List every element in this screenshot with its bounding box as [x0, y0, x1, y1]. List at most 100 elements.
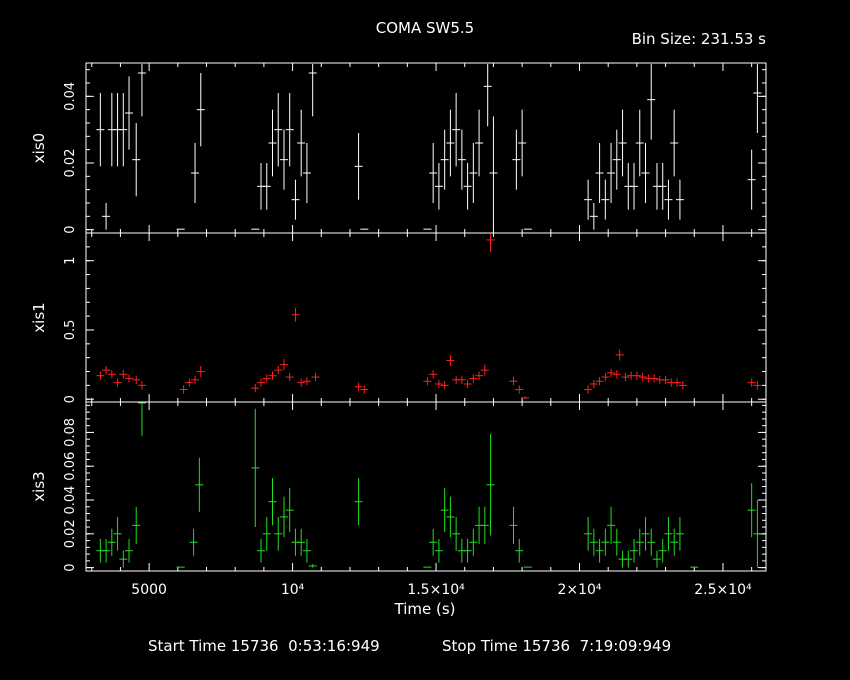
data-point-xis1	[520, 396, 529, 400]
data-point-xis3	[195, 457, 204, 512]
data-point-xis3	[664, 516, 673, 551]
data-point-xis3	[509, 506, 518, 544]
chart-title: COMA SW5.5	[376, 19, 474, 37]
panel-xis3: 0 0.02 0.04 0.06 0.08 xis3	[30, 401, 767, 572]
y-tick-label: 0	[63, 395, 78, 403]
data-point-xis1	[584, 385, 593, 394]
y-axis-label-xis0: xis0	[30, 133, 48, 163]
bin-size-label: Bin Size: 231.53 s	[632, 30, 767, 48]
data-point-xis3	[601, 528, 610, 556]
data-point-xis3	[285, 488, 294, 533]
data-point-xis3	[102, 538, 111, 563]
data-point-xis0	[457, 129, 466, 190]
data-point-xis3	[107, 528, 116, 556]
data-point-xis0	[302, 143, 311, 203]
data-point-xis0	[641, 143, 650, 203]
data-point-xis0	[512, 129, 521, 190]
data-point-xis1	[475, 371, 484, 380]
start-time-label: Start Time 15736 0:53:16:949	[148, 637, 380, 655]
data-point-xis3	[452, 516, 461, 551]
data-point-xis1	[650, 374, 659, 383]
y-tick-label: 0.06	[63, 452, 78, 481]
panel-frame	[85, 401, 767, 572]
x-axis-label: Time (s)	[394, 600, 456, 618]
data-point-xis3	[354, 478, 363, 526]
stop-time-label: Stop Time 15736 7:19:09:949	[442, 637, 671, 655]
y-tick-label: 0.04	[63, 82, 78, 111]
data-point-xis3	[641, 516, 650, 551]
data-point-xis1	[595, 377, 604, 386]
y-tick-label: 0	[63, 563, 78, 571]
data-point-xis0	[125, 76, 134, 150]
data-point-xis0	[137, 64, 146, 117]
data-point-xis3	[630, 538, 639, 563]
data-point-xis0	[429, 143, 438, 203]
y-tick-label: 0.02	[63, 519, 78, 548]
data-point-xis0	[132, 123, 141, 197]
data-point-xis3	[635, 528, 644, 556]
data-point-xis3	[469, 528, 478, 556]
x-tick-label: 1.5×10⁴	[407, 582, 465, 598]
data-point-xis3	[652, 550, 661, 568]
data-point-xis0	[279, 129, 288, 190]
data-point-xis1	[463, 379, 472, 389]
data-point-xis0	[584, 179, 593, 220]
data-point-xis3	[589, 528, 598, 556]
data-point-xis0	[297, 109, 306, 177]
panel-xis1: 0 0.5 1 xis1	[30, 232, 767, 403]
data-point-xis0	[262, 163, 271, 210]
data-point-xis0	[607, 143, 616, 203]
data-point-xis0	[489, 116, 498, 230]
data-point-xis1	[480, 364, 489, 376]
data-point-xis0	[664, 179, 673, 220]
data-point-xis0	[618, 109, 627, 177]
data-point-xis3	[119, 550, 128, 568]
y-tick-label: 0.04	[63, 486, 78, 515]
data-point-xis1	[113, 378, 122, 387]
data-point-xis1	[434, 379, 443, 389]
data-point-xis0	[601, 179, 610, 220]
data-point-xis3	[670, 528, 679, 556]
data-point-xis3	[584, 516, 593, 551]
data-point-xis0	[469, 143, 478, 203]
data-point-xis0	[518, 109, 527, 177]
data-point-xis3	[137, 402, 146, 436]
y-tick-label: 0.02	[63, 149, 78, 178]
y-tick-label: 1	[63, 257, 78, 265]
data-point-xis0	[308, 64, 317, 117]
data-point-xis0	[753, 64, 762, 133]
data-point-xis0	[119, 93, 128, 167]
data-point-xis3	[747, 483, 756, 538]
data-point-xis1	[423, 377, 432, 386]
panel-frame	[85, 232, 767, 403]
panels-group: 0 0.02 0.04 xis0 0 0.5 1 xis1 0 0.02 0.04 0.06 0.08 x…	[30, 62, 767, 598]
data-point-xis0	[268, 109, 277, 177]
data-point-xis3	[268, 478, 277, 526]
data-point-xis0	[96, 93, 105, 167]
x-tick-label: 2.5×10⁴	[694, 582, 752, 598]
data-point-xis0	[440, 129, 449, 190]
data-point-xis0	[630, 163, 639, 210]
data-point-xis1	[137, 381, 146, 390]
data-point-xis3	[302, 538, 311, 563]
data-point-xis1	[354, 382, 363, 391]
data-point-xis1	[638, 372, 647, 382]
data-point-xis1	[457, 375, 466, 384]
data-point-xis0	[595, 143, 604, 203]
data-point-xis3	[463, 538, 472, 563]
data-point-xis1	[612, 370, 621, 379]
data-point-xis1	[285, 372, 294, 382]
data-point-xis1	[102, 365, 111, 375]
data-point-xis1	[196, 365, 205, 378]
data-point-xis3	[279, 496, 288, 538]
data-point-xis1	[661, 375, 670, 384]
data-point-xis0	[291, 179, 300, 220]
data-point-xis3	[624, 550, 633, 568]
data-point-xis1	[607, 368, 616, 378]
y-tick-label: 0.08	[63, 418, 78, 447]
x-tick-label: 2×10⁴	[557, 582, 601, 598]
y-axis-label-xis1: xis1	[30, 302, 48, 332]
data-point-xis3	[595, 538, 604, 563]
data-point-xis1	[632, 371, 641, 380]
